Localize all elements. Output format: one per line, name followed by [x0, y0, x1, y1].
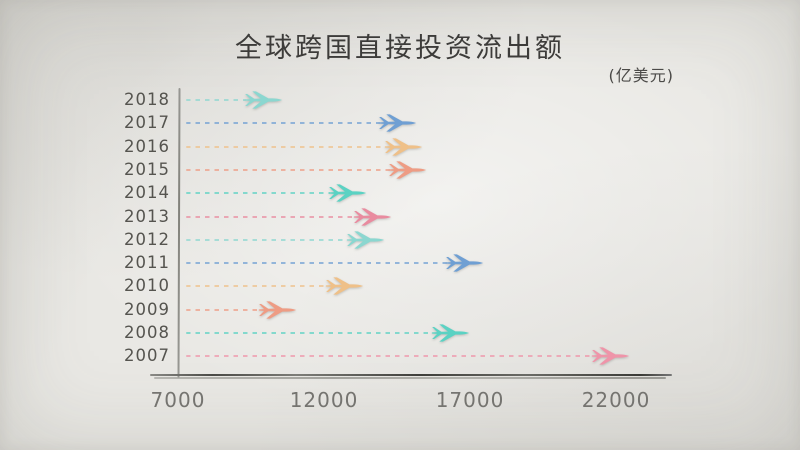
airplane-icon: [346, 231, 385, 249]
airplane-icon: [326, 277, 364, 296]
airplane-icon: [445, 254, 484, 272]
flight-trail-line: [186, 145, 386, 148]
x-axis-line: [150, 374, 672, 380]
year-label: 2009: [124, 299, 170, 319]
airplane-icon: [384, 137, 422, 156]
unit-label: (亿美元): [608, 66, 674, 85]
year-label: 2013: [124, 206, 170, 226]
flight-trail-line: [186, 308, 261, 311]
y-axis-line: [177, 87, 181, 379]
year-label: 2017: [124, 113, 170, 133]
flight-trail-line: [186, 355, 594, 358]
flight-trail-line: [186, 285, 328, 288]
x-axis-tick-label: 22000: [581, 388, 651, 412]
flight-trail-line: [186, 215, 356, 218]
airplane-icon: [353, 207, 392, 226]
airplane-icon: [378, 114, 417, 132]
x-axis-tick-label: 17000: [435, 388, 505, 412]
year-label: 2014: [124, 183, 170, 203]
year-label: 2012: [124, 229, 170, 249]
x-axis-line-stroke: [150, 374, 672, 376]
flight-trail-line: [186, 262, 448, 265]
flight-trail-line: [186, 238, 348, 241]
airplane-icon: [244, 91, 282, 109]
year-label: 2008: [124, 323, 170, 342]
year-label: 2010: [124, 276, 170, 296]
x-axis-line-stroke-shadow: [154, 377, 666, 379]
flight-trail-line: [186, 122, 380, 125]
airplane-icon: [591, 347, 630, 365]
airplane-icon: [259, 301, 297, 319]
flight-trail-line: [186, 99, 246, 101]
airplane-icon: [388, 161, 427, 179]
flight-trail-line: [186, 192, 331, 195]
year-label: 2015: [124, 159, 170, 179]
year-label: 2016: [124, 136, 170, 156]
airplane-icon: [431, 324, 469, 342]
airplane-icon: [329, 184, 367, 202]
year-label: 2011: [124, 253, 170, 273]
flight-trail-line: [186, 168, 391, 171]
year-label: 2007: [124, 346, 170, 366]
flight-trail-line: [186, 332, 433, 334]
x-axis-tick-label: 7000: [150, 388, 206, 412]
chart-title: 全球跨国直接投资流出额: [235, 33, 565, 64]
x-axis-tick-label: 12000: [289, 388, 359, 412]
year-label: 2018: [124, 90, 170, 109]
